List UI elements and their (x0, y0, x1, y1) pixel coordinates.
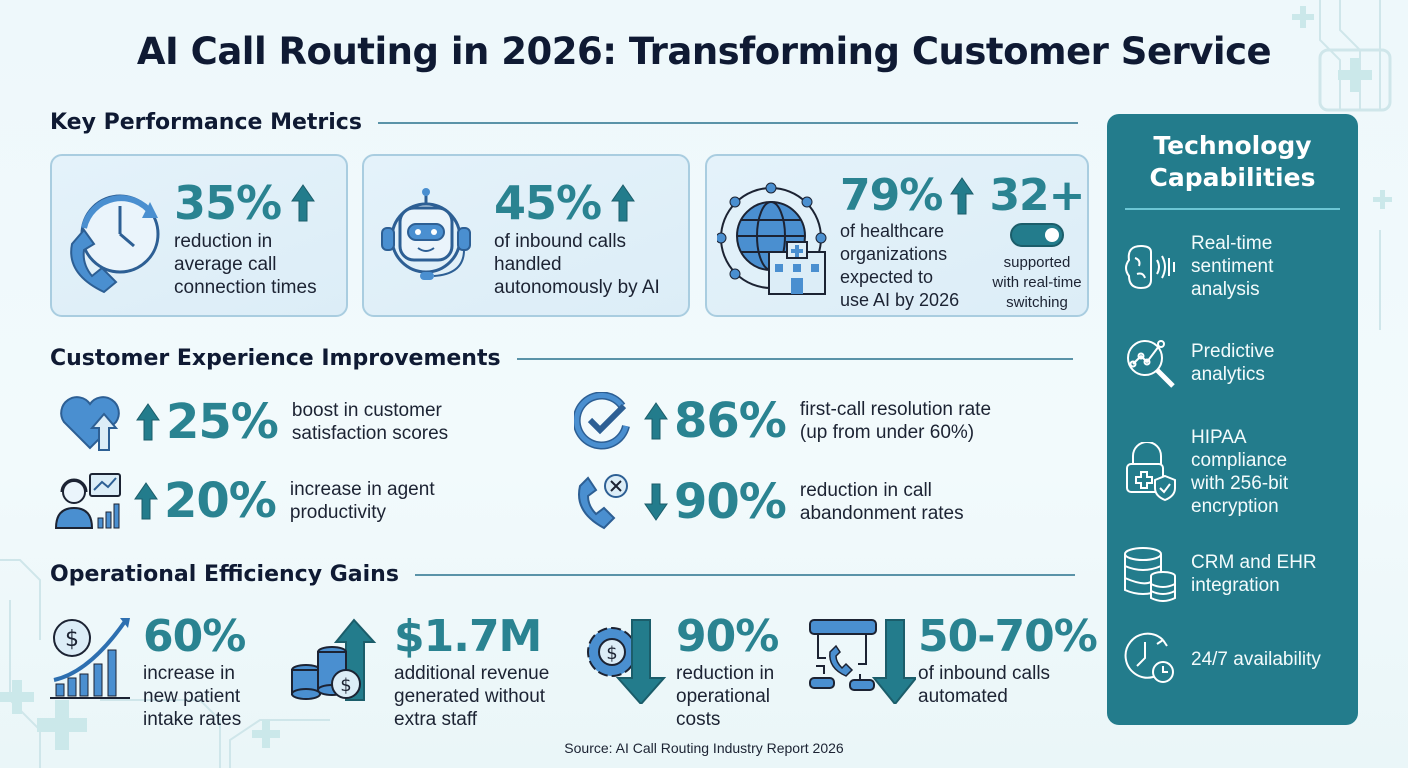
metric-card-healthcare-adoption: 79% of healthcare organizations expected t… (705, 154, 1089, 317)
arrow-up-icon (611, 184, 636, 222)
growth-chart-dollar-icon: $ (50, 618, 130, 699)
divider (377, 121, 1078, 124)
realtime-switch-toggle[interactable] (1010, 223, 1064, 247)
metric-value: 25% (166, 394, 279, 450)
robot-headset-icon (381, 188, 471, 280)
clock-phone-icon (70, 194, 160, 294)
metric-card-connection-time: 35% reduction in average call connection t… (50, 154, 348, 317)
gear-dollar-down-icon: $ (587, 619, 667, 704)
capability-sentiment: Real-time sentiment analysis (1123, 232, 1273, 301)
svg-text:$: $ (340, 675, 351, 696)
arrow-up-icon (136, 403, 160, 441)
metric-description: increase in new patient intake rates (143, 663, 242, 730)
cx-item-abandonment: 90% reduction in call abandonment rates (574, 472, 964, 532)
metric-description: boost in customer satisfaction scores (291, 400, 449, 444)
lock-shield-icon (1126, 442, 1176, 502)
arrow-up-icon (291, 184, 316, 222)
magnifier-analytics-icon (1127, 340, 1175, 388)
metric-description: supported with real-time switching (992, 254, 1082, 311)
metric-value: 86% (674, 393, 787, 449)
capability-label: Real-time sentiment analysis (1191, 233, 1274, 300)
section-heading-kpm: Key Performance Metrics (50, 110, 1078, 135)
technology-capabilities-panel: Technology Capabilities Real-time sentimen… (1107, 114, 1358, 725)
cx-item-first-call: 86% first-call resolution rate (up from u… (574, 392, 991, 450)
divider (1125, 208, 1340, 210)
metric-value: 45% (494, 176, 602, 230)
channels-supported: 32+ supported with real-time switching (989, 170, 1085, 313)
capability-hipaa: HIPAA compliance with 256-bit encryption (1123, 426, 1288, 518)
arrow-down-icon (644, 483, 668, 521)
metric-description: reduction in average call connection times (174, 231, 317, 298)
metric-value: 90% (674, 474, 787, 530)
svg-text:$: $ (606, 643, 617, 664)
metric-description: additional revenue generated without extra… (394, 663, 550, 730)
check-circle-icon (574, 392, 630, 450)
capability-predictive: Predictive analytics (1123, 336, 1274, 390)
database-icon (1124, 547, 1176, 602)
metric-description: reduction in call abandonment rates (799, 480, 964, 524)
metric-value: 35% (174, 176, 282, 230)
clock-availability-icon (1124, 632, 1174, 683)
agent-chart-icon (54, 473, 121, 529)
metric-card-ai-handled: 45% of inbound calls handled autonomously … (362, 154, 690, 317)
divider (516, 357, 1073, 360)
capability-label: CRM and EHR integration (1191, 552, 1317, 596)
arrow-up-icon (950, 176, 975, 214)
metric-value: 60% (143, 611, 246, 662)
capability-label: Predictive analytics (1191, 341, 1275, 385)
globe-hospital-icon (717, 182, 827, 295)
metric-description: reduction in operational costs (676, 663, 775, 730)
metric-value: $1.7M (394, 611, 542, 662)
brain-sound-icon (1125, 244, 1175, 289)
heart-up-icon (60, 396, 120, 451)
coins-up-icon: $ (291, 618, 377, 701)
metric-value: 79% (840, 170, 943, 221)
metric-value: 90% (676, 611, 779, 662)
phone-cancel-icon (578, 474, 628, 530)
metric-value: 50-70% (918, 611, 1098, 662)
ops-item-automated-calls: 50-70% of inbound calls automated (918, 611, 1098, 708)
section-heading-ops: Operational Efficiency Gains (50, 562, 1075, 587)
ops-item-patient-intake: 60% increase in new patient intake rates (143, 611, 246, 731)
section-heading-cx: Customer Experience Improvements (50, 346, 1073, 371)
cx-item-satisfaction: 25% boost in customer satisfaction scores (58, 392, 448, 452)
capability-label: HIPAA compliance with 256-bit encryption (1191, 427, 1289, 517)
source-citation: Source: AI Call Routing Industry Report … (564, 740, 844, 756)
cx-item-productivity: 20% increase in agent productivity (54, 472, 435, 530)
page-title: AI Call Routing in 2026: Transforming Cu… (136, 30, 1272, 73)
metric-description: first-call resolution rate (up from under… (799, 399, 992, 443)
metric-description: of healthcare organizations expected to use… (840, 221, 960, 310)
metric-description: of inbound calls handled autonomously by A… (494, 231, 660, 298)
capability-label: 24/7 availability (1191, 648, 1321, 670)
divider (414, 573, 1075, 576)
capability-crm-ehr: CRM and EHR integration (1123, 546, 1317, 602)
metric-description: increase in agent productivity (289, 479, 435, 523)
metric-value: 32+ (989, 170, 1085, 221)
metric-description: of inbound calls automated (918, 663, 1051, 707)
svg-text:$: $ (65, 627, 79, 652)
capability-availability: 24/7 availability (1123, 632, 1321, 686)
panel-title: Technology Capabilities (1149, 131, 1316, 192)
arrow-up-icon (644, 402, 668, 440)
ops-item-revenue: $1.7M additional revenue generated withou… (394, 612, 549, 731)
metric-value: 20% (164, 473, 277, 529)
ops-item-operational-costs: 90% reduction in operational costs (676, 611, 779, 731)
arrow-up-icon (134, 482, 158, 520)
call-flow-down-icon (809, 619, 916, 704)
